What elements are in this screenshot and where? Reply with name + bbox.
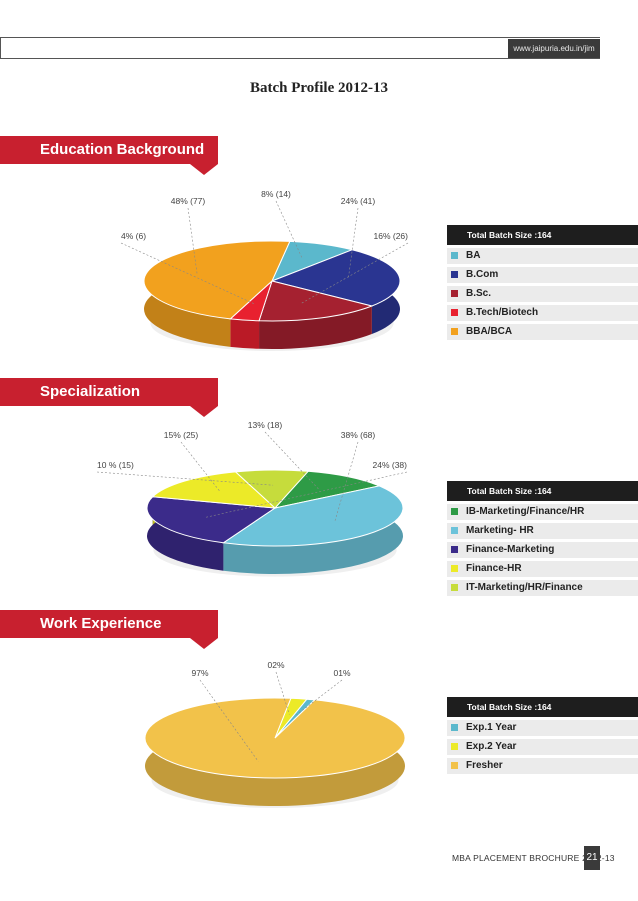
legend-label: Exp.2 Year [466, 741, 517, 752]
legend-label: Marketing- HR [466, 525, 534, 536]
header-notch [190, 406, 218, 417]
slice-label: 16% (26) [374, 231, 409, 241]
pie-slice [143, 240, 291, 320]
section-title: Work Experience [40, 615, 162, 632]
legend-label: B.Tech/Biotech [466, 307, 539, 318]
page-number: 21 [584, 846, 600, 870]
legend-header: Total Batch Size :164 [447, 225, 638, 245]
legend-label: IT-Marketing/HR/Finance [466, 582, 583, 593]
section-header-education: Education Background [0, 136, 218, 175]
slice-label: 15% (25) [164, 430, 199, 440]
leader-line [96, 471, 274, 486]
slice-label: 01% [333, 668, 350, 678]
leader-line [275, 671, 290, 715]
legend-label: IB-Marketing/Finance/HR [466, 506, 585, 517]
specialization-legend: Total Batch Size :164 IB-Marketing/Finan… [447, 481, 638, 596]
legend-label: Fresher [466, 760, 503, 771]
leader-line [180, 441, 221, 493]
legend-label: BA [466, 250, 481, 261]
legend-item: BBA/BCA [447, 324, 638, 340]
legend-item: Finance-HR [447, 561, 638, 577]
leader-line [301, 242, 409, 304]
legend-item: IT-Marketing/HR/Finance [447, 580, 638, 596]
legend-item: Fresher [447, 758, 638, 774]
legend-swatch [451, 328, 458, 335]
pie-slice [270, 249, 401, 307]
legend-header: Total Batch Size :164 [447, 481, 638, 501]
pie-slice [144, 697, 406, 779]
legend-swatch [451, 309, 458, 316]
slice-label: 10 % (15) [97, 460, 134, 470]
legend-item: B.Sc. [447, 286, 638, 302]
pie-slice-side [259, 306, 372, 350]
leader-line [334, 441, 359, 523]
legend-item: IB-Marketing/Finance/HR [447, 504, 638, 520]
website-url[interactable]: www.jaipuria.edu.in/jim [508, 39, 600, 58]
slice-label: 24% (38) [373, 460, 408, 470]
slice-label: 97% [191, 668, 208, 678]
leader-line [275, 200, 303, 260]
slice-label: 24% (41) [341, 196, 376, 206]
legend-label: Finance-Marketing [466, 544, 555, 555]
legend-label: BBA/BCA [466, 326, 513, 337]
legend-label: Finance-HR [466, 563, 522, 574]
leader-line [187, 207, 198, 276]
header-notch [190, 638, 218, 649]
legend-swatch [451, 290, 458, 297]
legend-swatch [451, 743, 458, 750]
legend-swatch [451, 508, 458, 515]
legend-swatch [451, 252, 458, 259]
legend-label: Exp.1 Year [466, 722, 517, 733]
legend-swatch [451, 724, 458, 731]
slice-label: 8% (14) [261, 189, 291, 199]
legend-item: Exp.2 Year [447, 739, 638, 755]
pie-slice [151, 471, 277, 509]
leader-line [199, 679, 259, 762]
leader-line [120, 242, 256, 305]
footer-title: MBA PLACEMENT BROCHURE 2012-13 [452, 853, 615, 863]
leader-line [264, 431, 320, 490]
header-bar [0, 37, 600, 59]
legend-label: B.Com [466, 269, 499, 280]
legend-item: BA [447, 248, 638, 264]
legend-swatch [451, 584, 458, 591]
header-notch [190, 164, 218, 175]
legend-item: Exp.1 Year [447, 720, 638, 736]
slice-label: 4% (6) [121, 231, 146, 241]
legend-item: Marketing- HR [447, 523, 638, 539]
section-title: Education Background [40, 141, 205, 158]
pie-slice-side [230, 318, 260, 349]
legend-swatch [451, 527, 458, 534]
slice-label: 38% (68) [341, 430, 376, 440]
section-title: Specialization [40, 383, 141, 400]
legend-item: B.Com [447, 267, 638, 283]
education-legend: Total Batch Size :164 BA B.Com B.Sc. B.Tech… [447, 225, 638, 340]
legend-item: B.Tech/Biotech [447, 305, 638, 321]
legend-swatch [451, 271, 458, 278]
slice-label: 48% (77) [171, 196, 206, 206]
legend-swatch [451, 565, 458, 572]
section-header-work-experience: Work Experience [0, 610, 218, 649]
legend-swatch [451, 762, 458, 769]
pie-slice-side [146, 496, 224, 571]
leader-line [205, 471, 408, 518]
work-experience-legend: Total Batch Size :164 Exp.1 Year Exp.2 Ye… [447, 697, 638, 774]
slice-label: 13% (18) [248, 420, 283, 430]
pie-slice [146, 496, 277, 544]
pie-slice [222, 485, 404, 547]
slice-label: 02% [267, 660, 284, 670]
section-header-specialization: Specialization [0, 378, 218, 417]
page-title: Batch Profile 2012-13 [249, 80, 389, 96]
legend-item: Finance-Marketing [447, 542, 638, 558]
legend-label: B.Sc. [466, 288, 492, 299]
pie-slice [258, 280, 374, 322]
legend-header: Total Batch Size :164 [447, 697, 638, 717]
pie-slice-side [223, 485, 403, 574]
pie-slice [234, 469, 310, 509]
legend-swatch [451, 546, 458, 553]
leader-line [296, 679, 343, 716]
